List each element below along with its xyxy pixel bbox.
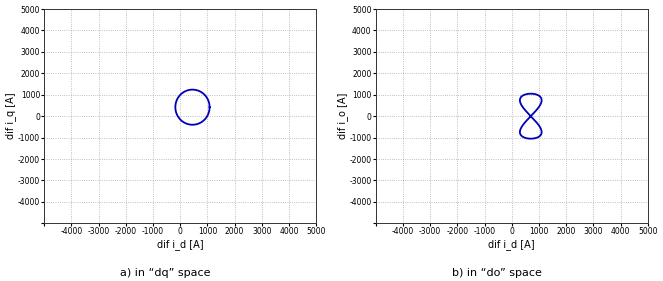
X-axis label: dif i_d [A]: dif i_d [A] bbox=[489, 239, 535, 250]
Y-axis label: dif i_o [A]: dif i_o [A] bbox=[337, 93, 348, 139]
Y-axis label: dif i_q [A]: dif i_q [A] bbox=[5, 93, 17, 139]
Text: b) in “do” space: b) in “do” space bbox=[452, 268, 542, 278]
X-axis label: dif i_d [A]: dif i_d [A] bbox=[157, 239, 204, 250]
Text: a) in “dq” space: a) in “dq” space bbox=[121, 268, 211, 278]
